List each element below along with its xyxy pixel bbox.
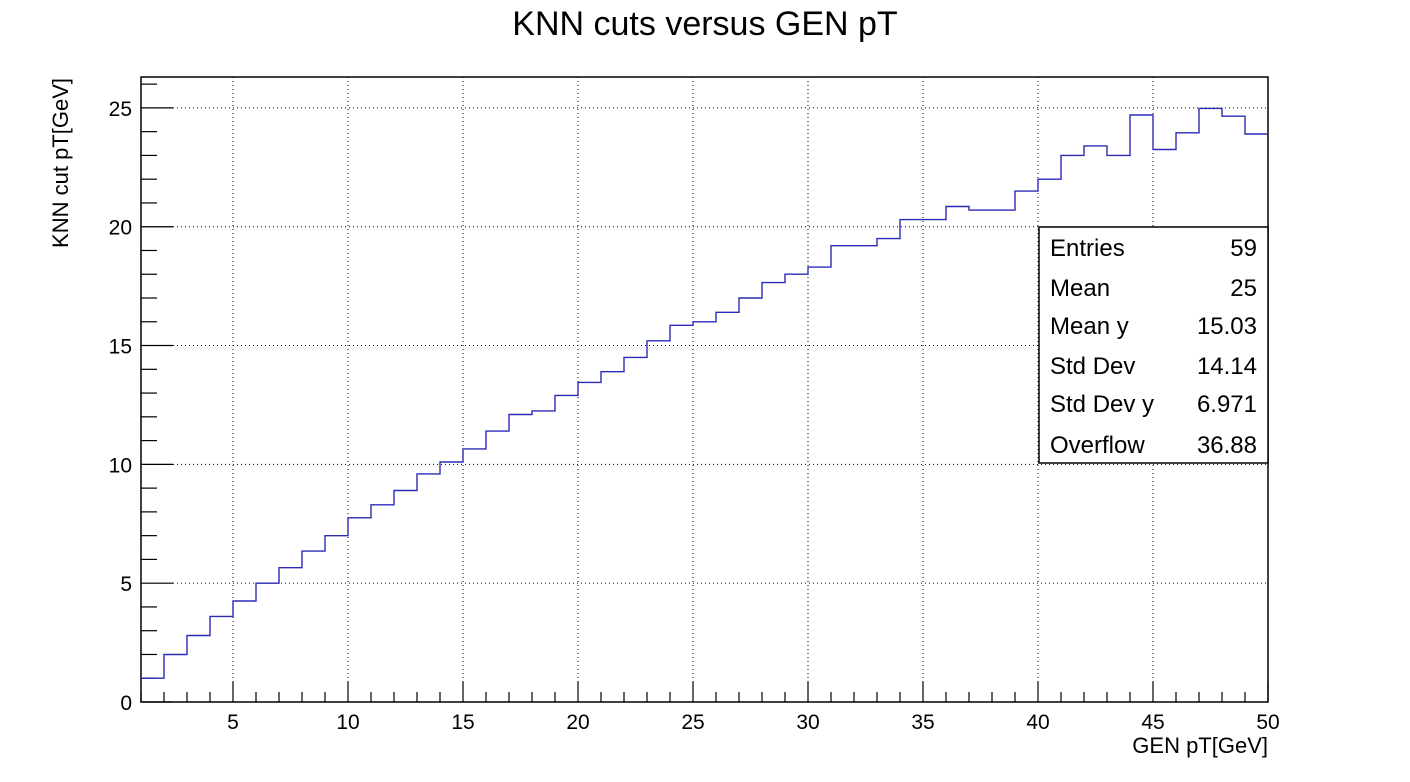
stats-label: Entries (1050, 235, 1125, 262)
stats-box: Entries 59 Mean 25 Mean y 15.03 Std Dev 14.14 St… (1038, 226, 1269, 464)
stats-value: 6.971 (1197, 391, 1257, 418)
x-tick-label: 40 (1026, 711, 1049, 734)
y-axis-label: KNN cut pT[GeV] (48, 78, 73, 248)
y-tick-label: 10 (109, 454, 132, 477)
stats-label: Mean y (1050, 313, 1129, 340)
stats-label: Overflow (1050, 432, 1145, 459)
x-tick-label: 10 (336, 711, 359, 734)
chart-title: KNN cuts versus GEN pT (512, 5, 897, 43)
x-tick-label: 45 (1141, 711, 1164, 734)
stats-entries: Entries 59 Mean 25 Mean y 15.03 Std Dev 14.14 St… (1050, 235, 1257, 459)
stats-value: 36.88 (1197, 432, 1257, 459)
stats-value: 14.14 (1197, 353, 1257, 380)
x-tick-label: 50 (1256, 711, 1279, 734)
x-tick-label: 20 (566, 711, 589, 734)
stats-box-frame (1038, 226, 1269, 464)
y-tick-label: 5 (120, 573, 132, 596)
y-tick-label: 25 (109, 98, 132, 121)
series-step-line (141, 107, 1268, 679)
x-tick-label: 5 (227, 711, 239, 734)
y-tick-label: 15 (109, 336, 132, 359)
x-tick-label: 25 (681, 711, 704, 734)
axis-ticks (140, 83, 1269, 703)
x-tick-label: 30 (796, 711, 819, 734)
stats-value: 15.03 (1197, 313, 1257, 340)
x-tick-label: 35 (911, 711, 934, 734)
stats-label: Std Dev y (1050, 391, 1154, 418)
y-tick-label: 20 (109, 217, 132, 240)
y-tick-label: 0 (120, 692, 132, 715)
stats-value: 25 (1230, 275, 1257, 302)
stats-value: 59 (1230, 235, 1257, 262)
stats-label: Std Dev (1050, 353, 1135, 380)
stats-label: Mean (1050, 275, 1110, 302)
x-tick-label: 15 (451, 711, 474, 734)
tick-labels: 5 10 15 20 25 30 35 40 45 50 0 5 10 15 20 25 (109, 98, 1280, 734)
x-axis-label: GEN pT[GeV] (1132, 733, 1268, 758)
